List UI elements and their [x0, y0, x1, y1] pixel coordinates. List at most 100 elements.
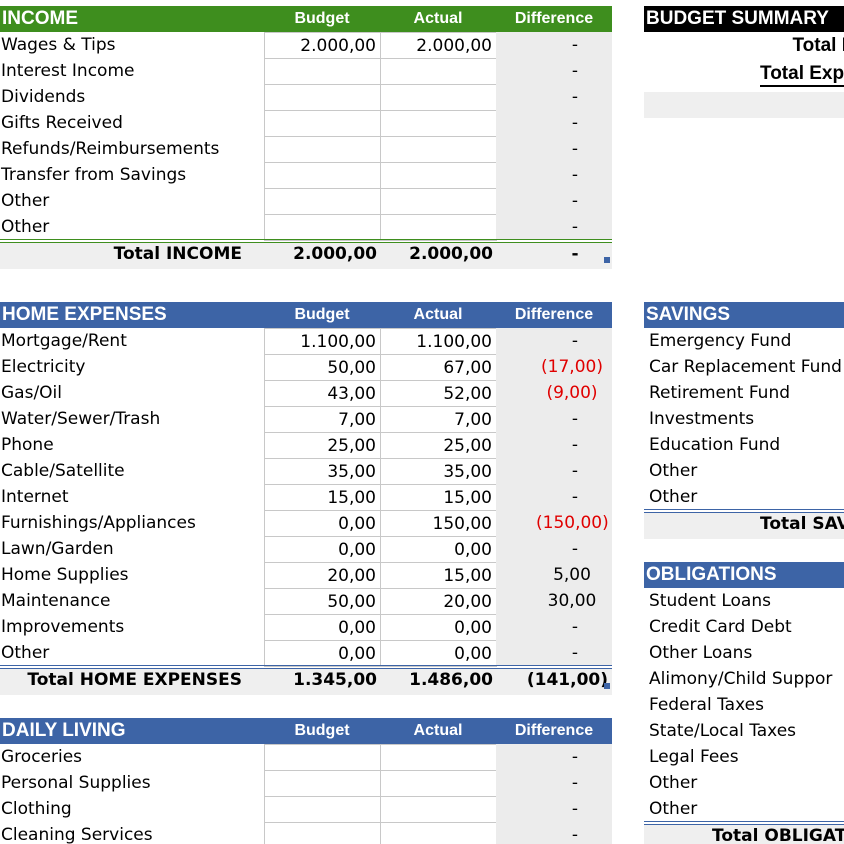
row-label: Lawn/Garden: [1, 539, 114, 559]
column-header: Difference: [514, 722, 594, 739]
difference-cell: -: [496, 822, 612, 844]
budget-cell: 15,00: [264, 484, 381, 511]
summary-header: BUDGET SUMMARY: [644, 6, 844, 32]
section-header: INCOME: [0, 6, 612, 32]
budget-cell: [264, 744, 381, 771]
column-header: Budget: [294, 306, 350, 323]
actual-cell: 2.000,00: [380, 32, 497, 59]
difference-cell: -: [496, 110, 612, 136]
total-line: [644, 821, 844, 825]
row-label: Water/Sewer/Trash: [1, 409, 161, 429]
difference-cell: (17,00): [496, 354, 612, 380]
total-difference: -: [571, 244, 579, 264]
row-label: Maintenance: [1, 591, 111, 611]
row-label: Other: [1, 217, 50, 237]
actual-cell: 25,00: [380, 432, 497, 459]
difference-cell: (150,00): [496, 510, 612, 536]
total-budget: 1.345,00: [293, 670, 377, 690]
column-header: Difference: [514, 306, 594, 323]
total-budget: 2.000,00: [293, 244, 377, 264]
total-label: Total HOME EXPENSES: [27, 670, 242, 690]
column-header: Budget: [294, 722, 350, 739]
corner-marker: [604, 257, 610, 263]
actual-cell: [380, 110, 497, 137]
row-label: Cable/Satellite: [1, 461, 125, 481]
actual-cell: [380, 796, 497, 823]
budget-cell: 35,00: [264, 458, 381, 485]
row-label: Refunds/Reimbursements: [1, 139, 220, 159]
difference-cell: -: [496, 162, 612, 188]
actual-cell: [380, 58, 497, 85]
budget-cell: 43,00: [264, 380, 381, 407]
row-label: Wages & Tips: [1, 35, 116, 55]
row-label: Home Supplies: [1, 565, 129, 585]
budget-cell: 7,00: [264, 406, 381, 433]
actual-cell: [380, 770, 497, 797]
column-header: Actual: [413, 306, 463, 323]
summary-bar: [644, 92, 844, 118]
row-label: Legal Fees: [649, 747, 739, 767]
section-header: OBLIGATIONS: [644, 562, 844, 588]
row-label: Phone: [1, 435, 54, 455]
row-label: State/Local Taxes: [649, 721, 797, 741]
difference-cell: -: [496, 744, 612, 770]
row-label: Gas/Oil: [1, 383, 63, 403]
difference-cell: -: [496, 328, 612, 354]
row-label: Investments: [649, 409, 755, 429]
row-label: Credit Card Debt: [649, 617, 792, 637]
section-header: SAVINGS: [644, 302, 844, 328]
budget-cell: [264, 770, 381, 797]
row-label: Alimony/Child Suppor: [649, 669, 833, 689]
budget-cell: [264, 84, 381, 111]
difference-cell: -: [496, 84, 612, 110]
row-label: Other: [649, 461, 698, 481]
column-header: Actual: [413, 10, 463, 27]
budget-cell: [264, 214, 381, 241]
actual-cell: [380, 188, 497, 215]
row-label: Other: [1, 643, 50, 663]
total-row: [0, 669, 612, 695]
row-label: Emergency Fund: [649, 331, 792, 351]
difference-cell: 30,00: [496, 588, 612, 614]
budget-cell: 50,00: [264, 588, 381, 615]
actual-cell: 150,00: [380, 510, 497, 537]
budget-cell: 0,00: [264, 510, 381, 537]
actual-cell: 20,00: [380, 588, 497, 615]
actual-cell: 67,00: [380, 354, 497, 381]
difference-cell: -: [496, 770, 612, 796]
actual-cell: 0,00: [380, 640, 497, 667]
actual-cell: [380, 822, 497, 844]
actual-cell: [380, 162, 497, 189]
section-header: DAILY LIVING: [0, 718, 612, 744]
row-label: Other: [649, 487, 698, 507]
difference-cell: -: [496, 58, 612, 84]
actual-cell: 15,00: [380, 484, 497, 511]
budget-cell: 0,00: [264, 640, 381, 667]
row-label: Transfer from Savings: [1, 165, 187, 185]
difference-cell: -: [496, 32, 612, 58]
total-label: Total OBLIGAT: [712, 826, 844, 844]
total-line: [644, 509, 844, 513]
difference-cell: -: [496, 796, 612, 822]
total-row: [644, 513, 844, 539]
actual-cell: 35,00: [380, 458, 497, 485]
row-label: Furnishings/Appliances: [1, 513, 196, 533]
budget-cell: 1.100,00: [264, 328, 381, 355]
total-row: [644, 825, 844, 844]
difference-cell: -: [496, 406, 612, 432]
actual-cell: [380, 84, 497, 111]
budget-cell: [264, 58, 381, 85]
difference-cell: -: [496, 214, 612, 240]
row-label: Gifts Received: [1, 113, 123, 133]
row-label: Personal Supplies: [1, 773, 151, 793]
column-header: Actual: [413, 722, 463, 739]
actual-cell: [380, 744, 497, 771]
row-label: Education Fund: [649, 435, 781, 455]
budget-cell: [264, 136, 381, 163]
difference-cell: -: [496, 614, 612, 640]
row-label: Internet: [1, 487, 69, 507]
column-header: Budget: [294, 10, 350, 27]
total-label: Total INCOME: [113, 244, 242, 264]
